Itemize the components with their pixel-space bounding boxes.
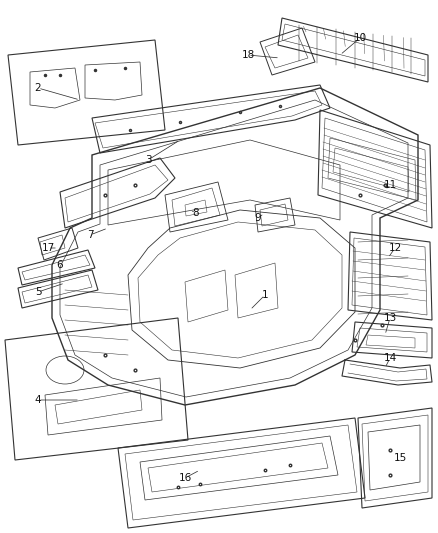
Text: 10: 10	[353, 33, 367, 43]
Text: 12: 12	[389, 243, 402, 253]
Text: 1: 1	[261, 290, 268, 300]
Text: 18: 18	[241, 50, 254, 60]
Text: 3: 3	[145, 155, 151, 165]
Text: 8: 8	[193, 208, 199, 218]
Text: 11: 11	[383, 180, 397, 190]
Text: 16: 16	[178, 473, 192, 483]
Text: 5: 5	[35, 287, 41, 297]
Text: 9: 9	[254, 213, 261, 223]
Text: 17: 17	[41, 243, 55, 253]
Text: 15: 15	[393, 453, 406, 463]
Text: 14: 14	[383, 353, 397, 363]
Text: 13: 13	[383, 313, 397, 323]
Text: 6: 6	[57, 260, 64, 270]
Text: 2: 2	[35, 83, 41, 93]
Text: 4: 4	[35, 395, 41, 405]
Text: 7: 7	[87, 230, 93, 240]
